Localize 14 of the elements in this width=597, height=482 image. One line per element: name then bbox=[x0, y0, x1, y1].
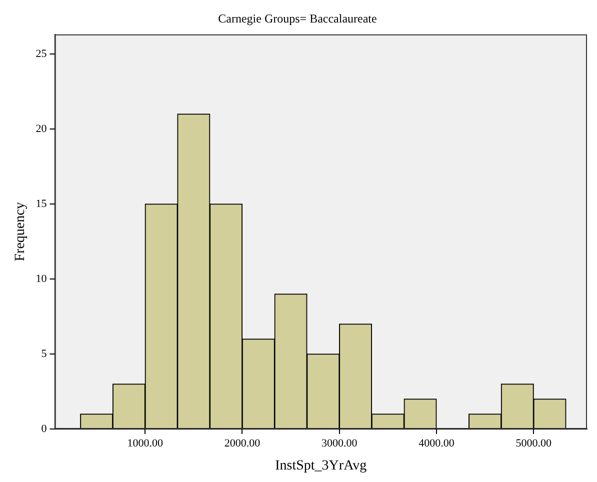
y-tick-label: 15 bbox=[36, 198, 48, 210]
x-tick-label: 5000.00 bbox=[516, 437, 552, 450]
y-axis-title: Frequency bbox=[13, 202, 28, 262]
x-tick-label: 3000.00 bbox=[321, 437, 358, 450]
x-tick-label: 1000.00 bbox=[127, 437, 164, 450]
y-tick-label: 5 bbox=[41, 348, 48, 360]
y-tick-label: 20 bbox=[36, 122, 48, 135]
y-tick-label: 10 bbox=[36, 272, 48, 285]
y-tick-label: 25 bbox=[36, 48, 48, 60]
chart-title: Carnegie Groups= Baccalaureate bbox=[218, 11, 377, 26]
y-tick-label: 0 bbox=[41, 422, 48, 435]
x-tick-label: 4000.00 bbox=[418, 437, 455, 450]
x-tick-label: 2000.00 bbox=[224, 437, 261, 450]
x-axis-title: InstSpt_3YrAvg bbox=[275, 458, 367, 474]
